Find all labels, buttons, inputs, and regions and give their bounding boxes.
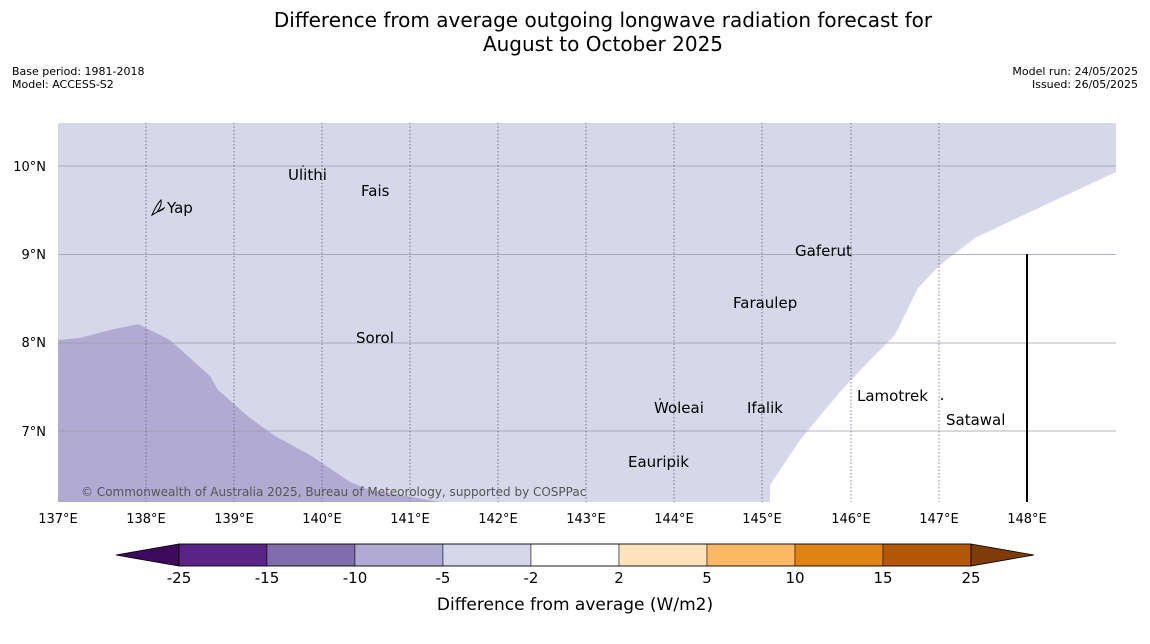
colorbar-bin bbox=[178, 543, 268, 567]
colorbar-tick-label: 5 bbox=[702, 569, 712, 587]
colorbar-tick-label: 15 bbox=[873, 569, 892, 587]
title-line-2: August to October 2025 bbox=[482, 32, 724, 56]
lon-tick-label: 137°E bbox=[38, 512, 78, 527]
map-title: Difference from average outgoing longwav… bbox=[0, 8, 1150, 56]
place-label: Lamotrek bbox=[857, 387, 928, 405]
lon-tick-label: 148°E bbox=[1007, 512, 1047, 527]
meta-left: Base period: 1981-2018 Model: ACCESS-S2 bbox=[12, 65, 144, 91]
colorbar-bin bbox=[794, 543, 884, 567]
yap-island-outline bbox=[150, 199, 166, 217]
lon-tick-label: 144°E bbox=[654, 512, 694, 527]
place-labels: Yap Ulithi Fais Gaferut Faraulep Sorol W… bbox=[166, 166, 1005, 471]
colorbar-tick-label: -15 bbox=[255, 569, 280, 587]
place-label: Woleai bbox=[654, 399, 704, 417]
place-label: Satawal bbox=[946, 411, 1005, 429]
place-label: Fais bbox=[361, 182, 390, 200]
colorbar-tick-label: 2 bbox=[614, 569, 624, 587]
base-period: Base period: 1981-2018 bbox=[12, 65, 145, 78]
meta-right: Model run: 24/05/2025 Issued: 26/05/2025 bbox=[1012, 65, 1138, 91]
lon-axis-labels: 137°E 138°E 139°E 140°E 141°E 142°E 143°… bbox=[38, 512, 1047, 527]
colorbar-bin bbox=[706, 543, 796, 567]
place-label: Yap bbox=[166, 199, 193, 217]
colorbar-tick-label: 25 bbox=[961, 569, 980, 587]
lon-tick-label: 139°E bbox=[214, 512, 254, 527]
colorbar-extend-high bbox=[970, 543, 1035, 567]
lon-tick-label: 138°E bbox=[126, 512, 166, 527]
colorbar-tick-label: 10 bbox=[785, 569, 804, 587]
lon-tick-label: 140°E bbox=[302, 512, 342, 527]
colorbar-bin bbox=[530, 543, 620, 567]
lon-tick-label: 143°E bbox=[566, 512, 606, 527]
colorbar-label: Difference from average (W/m2) bbox=[437, 595, 713, 615]
colorbar-tick-label: -5 bbox=[436, 569, 451, 587]
colorbar-extend-low bbox=[115, 543, 180, 567]
lon-tick-label: 147°E bbox=[919, 512, 959, 527]
colorbar-bin bbox=[266, 543, 356, 567]
place-label: Ulithi bbox=[288, 166, 327, 184]
colorbar-bin bbox=[882, 543, 972, 567]
colorbar-frame bbox=[178, 543, 972, 567]
place-label: Eauripik bbox=[628, 453, 689, 471]
place-label: Gaferut bbox=[795, 242, 852, 260]
lat-tick-label: 9°N bbox=[22, 248, 47, 263]
colorbar-bin bbox=[442, 543, 532, 567]
lat-tick-label: 10°N bbox=[13, 160, 46, 175]
colorbar-tick-label: -25 bbox=[167, 569, 192, 587]
gridlines bbox=[58, 123, 1116, 502]
lat-tick-label: 8°N bbox=[22, 336, 47, 351]
island-dots bbox=[302, 165, 943, 400]
lat-axis-labels: 10°N 9°N 8°N 7°N bbox=[13, 160, 46, 440]
model-run: Model run: 24/05/2025 bbox=[1012, 65, 1138, 78]
place-label: Faraulep bbox=[733, 294, 797, 312]
lon-tick-label: 146°E bbox=[831, 512, 871, 527]
colorbar-bin bbox=[618, 543, 708, 567]
lon-tick-label: 142°E bbox=[478, 512, 518, 527]
place-label: Sorol bbox=[356, 329, 394, 347]
issued-date: Issued: 26/05/2025 bbox=[1031, 78, 1138, 91]
model-name: Model: ACCESS-S2 bbox=[12, 78, 114, 91]
lat-tick-label: 7°N bbox=[22, 425, 47, 440]
anomaly-band-medium bbox=[58, 324, 440, 502]
place-label: Ifalik bbox=[747, 399, 783, 417]
title-line-1: Difference from average outgoing longwav… bbox=[273, 8, 933, 32]
lon-tick-label: 145°E bbox=[742, 512, 782, 527]
copyright-credit: © Commonwealth of Australia 2025, Bureau… bbox=[81, 485, 586, 499]
map-area: Yap Ulithi Fais Gaferut Faraulep Sorol W… bbox=[58, 123, 1116, 502]
lon-tick-label: 141°E bbox=[390, 512, 430, 527]
colorbar: -25 -15 -10 -5 -2 2 5 10 15 25 Differenc… bbox=[115, 543, 1035, 615]
colorbar-tick-label: -10 bbox=[343, 569, 368, 587]
colorbar-bin bbox=[354, 543, 444, 567]
colorbar-tick-label: -2 bbox=[524, 569, 539, 587]
